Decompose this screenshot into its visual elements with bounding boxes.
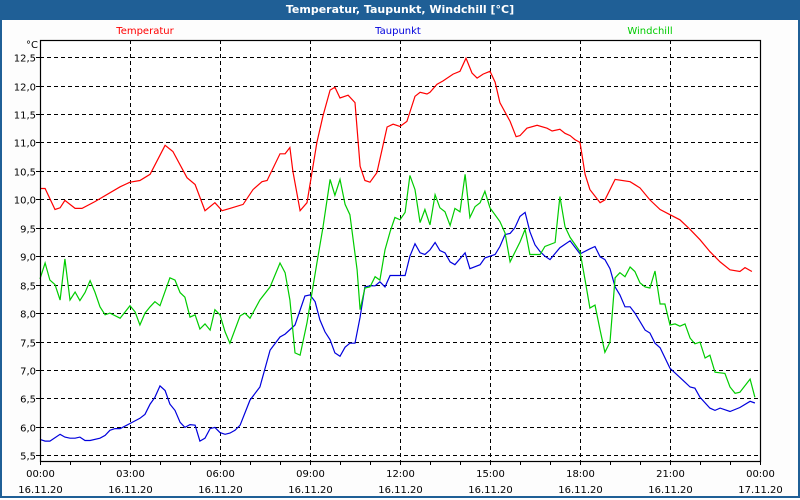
x-tick-date-label: 16.11.20 [378, 485, 423, 496]
x-tick-date-label: 16.11.20 [198, 485, 243, 496]
axes: 5,5 6,0 6,5 7,0 7,5 8,0 8,5 9,0 9,5 10,0 10,5 11,0 1… [14, 39, 783, 496]
series-line-taupunkt [39, 211, 756, 442]
x-tick-date-label: 16.11.20 [558, 485, 603, 496]
x-tick-time-label: 09:00 [296, 469, 325, 480]
y-tick-label: 8,0 [20, 310, 36, 321]
legend-item-temperatur: Temperatur [115, 26, 174, 37]
x-tick-time-label: 18:00 [566, 469, 595, 480]
y-tick-label: 10,0 [14, 196, 36, 207]
y-axis-unit-label: °C [26, 40, 38, 51]
y-tick-label: 6,5 [20, 395, 36, 406]
x-tick-time-label: 15:00 [476, 469, 505, 480]
x-tick-time-label: 00:00 [746, 469, 775, 480]
y-tick-label: 12,0 [14, 83, 36, 94]
y-tick-label: 7,0 [20, 367, 36, 378]
x-tick-time-label: 12:00 [386, 469, 415, 480]
plot-border [39, 39, 762, 463]
y-tick-label: 9,0 [20, 253, 36, 264]
x-tick-date-label: 16.11.20 [18, 485, 63, 496]
y-tick-label: 9,5 [20, 225, 36, 236]
y-tick-label: 10,5 [14, 168, 36, 179]
series-lines [39, 56, 756, 442]
y-tick-label: 7,5 [20, 339, 36, 350]
legend-item-windchill: Windchill [627, 26, 672, 37]
grid-lines [40, 40, 760, 461]
y-tick-label: 5,5 [20, 452, 36, 463]
x-tick-time-label: 00:00 [26, 469, 55, 480]
series-line-temperatur [40, 56, 753, 273]
x-tick-date-label: 16.11.20 [108, 485, 153, 496]
y-tick-label: 11,5 [14, 111, 36, 122]
legend-item-taupunkt: Taupunkt [374, 26, 421, 37]
x-tick-date-label: 16.11.20 [468, 485, 513, 496]
x-tick-time-label: 21:00 [656, 469, 685, 480]
window-title: Temperatur, Taupunkt, Windchill [°C] [0, 0, 800, 20]
y-tick-label: 8,5 [20, 282, 36, 293]
x-tick-date-label: 17.11.20 [738, 485, 783, 496]
legend: Temperatur Taupunkt Windchill [115, 26, 672, 37]
x-tick-time-label: 03:00 [116, 469, 145, 480]
y-tick-label: 6,0 [20, 424, 36, 435]
y-tick-label: 12,5 [14, 54, 36, 65]
series-line-windchill [39, 174, 756, 398]
y-tick-label: 11,0 [14, 139, 36, 150]
x-tick-time-label: 06:00 [206, 469, 235, 480]
x-tick-date-label: 16.11.20 [648, 485, 693, 496]
x-tick-date-label: 16.11.20 [288, 485, 333, 496]
